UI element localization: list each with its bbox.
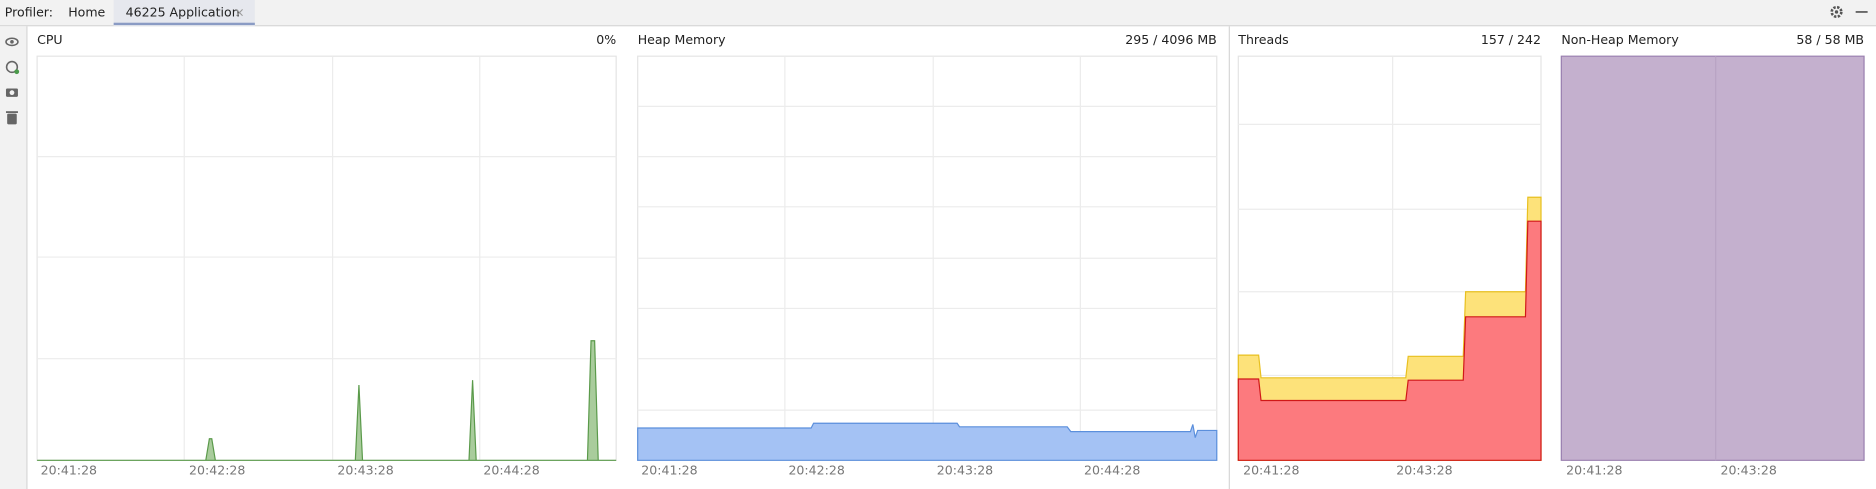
time-label: 20:43:28 (1720, 463, 1776, 478)
time-label: 20:41:28 (641, 463, 697, 478)
panel-value: 295 / 4096 MB (1125, 32, 1217, 47)
tab[interactable]: 46225 Application (126, 5, 240, 20)
time-label: 20:43:28 (337, 463, 393, 478)
profiler-label: Profiler: (5, 5, 53, 20)
time-label: 20:41:28 (1243, 463, 1299, 478)
panels: CPU 0% 20:41:28 20:42:28 20:43:28 20:44:28 Hea… (36, 32, 1865, 478)
panel-title: Threads (1237, 32, 1288, 47)
time-label: 20:44:28 (483, 463, 539, 478)
time-label: 20:41:28 (1566, 463, 1622, 478)
time-label: 20:42:28 (788, 463, 844, 478)
close-tab[interactable]: × (235, 6, 245, 20)
active-tab-bg (113, 0, 255, 27)
plot-border (36, 55, 617, 461)
sidebar-icons[interactable] (5, 37, 20, 125)
tab-bar (0, 0, 1876, 27)
area (1237, 220, 1542, 461)
time-label: 20:41:28 (41, 463, 97, 478)
panel-title: Heap Memory (638, 32, 726, 47)
panel-value: 58 / 58 MB (1796, 32, 1864, 47)
time-label: 20:42:28 (189, 463, 245, 478)
sidebar (0, 26, 27, 489)
time-label: 20:43:28 (1396, 463, 1452, 478)
area (1560, 55, 1865, 461)
area (37, 340, 617, 461)
area (637, 422, 1218, 461)
tab[interactable]: Home (68, 5, 105, 20)
panel-title: Non-Heap Memory (1561, 32, 1679, 47)
settings-icon[interactable] (1830, 5, 1843, 19)
time-label: 20:43:28 (937, 463, 993, 478)
panel-title: CPU (37, 32, 63, 47)
time-label: 20:44:28 (1084, 463, 1140, 478)
panel-value: 157 / 242 (1481, 32, 1541, 47)
active-tab-underline (113, 22, 255, 26)
panel-value: 0% (596, 32, 616, 47)
